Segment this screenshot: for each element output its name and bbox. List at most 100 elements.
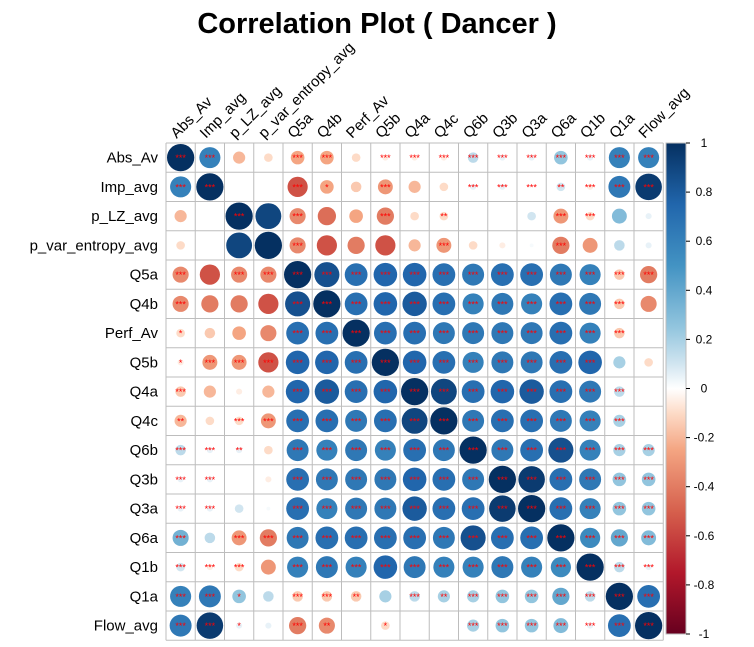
row-label: Q6b [130,442,158,459]
significance-star: *** [380,329,391,339]
corr-circle [196,173,224,201]
corr-circle [373,321,397,345]
significance-star: *** [380,153,391,163]
corr-circle [524,589,539,604]
row-label: Q3a [130,501,159,518]
significance-star: *** [585,504,596,514]
significance-star: *** [585,212,596,222]
corr-circle [468,241,478,250]
corr-circle [175,386,186,397]
corr-circle [233,151,246,164]
significance-star: *** [468,329,479,339]
corr-circle [344,292,368,316]
corr-circle [587,154,594,161]
significance-star: *** [526,621,537,631]
corr-circle [320,150,334,165]
significance-star: *** [439,153,450,163]
significance-star: *** [409,592,420,602]
significance-star: *** [175,153,186,163]
significance-star: *** [585,387,596,397]
significance-star: *** [585,329,596,339]
corr-circle [258,293,279,314]
corr-circle [170,585,192,607]
corr-circle [579,380,602,403]
significance-star: *** [409,416,420,426]
corr-circle [345,556,367,578]
significance-star: *** [526,270,537,280]
corr-circle [548,437,574,463]
significance-star: *** [468,533,479,543]
row-label: Q1b [130,559,158,576]
column-label: Q1b [577,110,609,142]
corr-circle [585,211,595,221]
significance-star: *** [263,358,274,368]
corr-circle [314,379,340,404]
row-labels: Abs_Av Imp_avg p_LZ_avg p_var_entropy_avg Q5… [30,150,159,635]
significance-star: *** [409,446,420,456]
significance-star: *** [585,475,596,485]
significance-star: *** [175,182,186,192]
corr-circle [517,494,546,523]
significance-star: *** [409,358,420,368]
significance-star: *** [556,592,567,602]
significance-star: *** [175,446,186,456]
corr-circle [172,295,189,312]
corr-circle [520,409,544,433]
significance-star: *** [526,299,537,309]
significance-star: *** [292,241,303,251]
corr-circle [381,621,390,630]
corr-circle [641,501,656,516]
significance-star: *** [439,329,450,339]
significance-star: *** [556,475,567,485]
significance-star: *** [497,621,508,631]
corr-circle [374,439,396,461]
corr-circle [499,183,506,190]
significance-star: ** [353,592,361,602]
corr-circle [260,266,277,283]
corr-circle [315,350,339,375]
corr-circle [287,176,308,197]
corr-circle [234,416,244,426]
corr-circle [491,351,514,374]
corr-circle [432,467,456,491]
corr-circle [467,590,480,603]
corr-circle [490,379,515,404]
corr-circle [266,506,271,511]
significance-star: *** [468,446,479,456]
corr-circle [614,298,625,310]
corr-circle [174,210,187,223]
corr-circle [579,468,602,491]
significance-star: *** [351,446,362,456]
significance-star: *** [439,416,450,426]
significance-star: *** [585,563,596,573]
significance-star: *** [322,270,333,280]
significance-star: *** [292,153,303,163]
significance-star: *** [263,533,274,543]
significance-star: *** [205,504,216,514]
significance-star: *** [409,563,420,573]
corr-circle [580,527,601,548]
significance-star: ** [557,182,565,192]
significance-star: *** [468,358,479,368]
significance-star: *** [322,358,333,368]
significance-star: *** [614,563,625,573]
significance-star: *** [439,270,450,280]
significance-star: *** [526,416,537,426]
corr-circle [461,497,485,521]
significance-star: *** [439,475,450,485]
significance-star: *** [351,387,362,397]
corr-circle [462,322,485,345]
column-label: Q3b [489,110,521,142]
corr-circle [432,292,456,316]
significance-star: * [325,182,329,192]
significance-star: *** [556,621,567,631]
colorbar-tick-label: 0.4 [696,283,713,297]
corr-circle [316,235,337,256]
row-label: Q4b [130,296,158,313]
significance-star: *** [556,329,567,339]
column-label: Q4a [401,109,434,142]
row-label: Q6a [130,530,159,547]
corr-circle [408,239,421,252]
corr-circle [232,589,246,604]
corr-circle [549,380,573,404]
